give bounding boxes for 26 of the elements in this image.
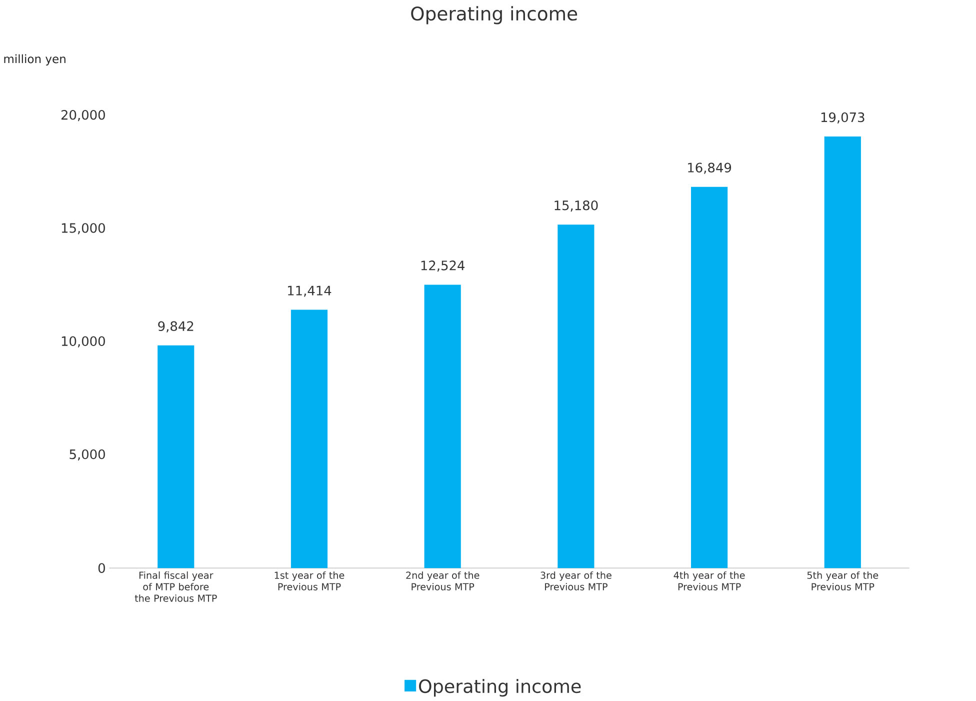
- data-label: 15,180: [554, 200, 598, 212]
- data-label: 16,849: [688, 162, 732, 174]
- x-tick-label: 4th year of the Previous MTP: [674, 571, 745, 590]
- x-tick-label: 3rd year of the Previous MTP: [540, 571, 612, 590]
- data-label: 11,414: [288, 286, 332, 297]
- data-label: 12,524: [421, 260, 465, 272]
- x-tick-label: 2nd year of the Previous MTP: [406, 571, 480, 590]
- bar: [424, 284, 461, 568]
- y-tick-label: 20,000: [61, 110, 105, 122]
- bar: [824, 136, 861, 568]
- bar: [558, 224, 594, 568]
- y-tick-label: 10,000: [62, 336, 105, 348]
- y-tick-label: 0: [98, 563, 105, 573]
- data-label: 9,842: [158, 321, 194, 332]
- data-label: 19,073: [821, 112, 864, 124]
- y-tick-label: 5,000: [70, 449, 105, 461]
- bar: [290, 310, 328, 568]
- y-tick-label: 15,000: [62, 223, 105, 234]
- bar: [691, 186, 728, 568]
- y-axis-title: million yen: [4, 54, 66, 66]
- x-tick-label: 5th year of the Previous MTP: [807, 571, 878, 590]
- x-tick-label: Final fiscal year of MTP before the Previous MTP: [134, 571, 217, 602]
- legend-label: Operating income: [419, 679, 581, 697]
- chart-title: Operating income: [411, 6, 578, 24]
- bar: [158, 345, 194, 568]
- x-tick-label: 1st year of the Previous MTP: [274, 571, 344, 590]
